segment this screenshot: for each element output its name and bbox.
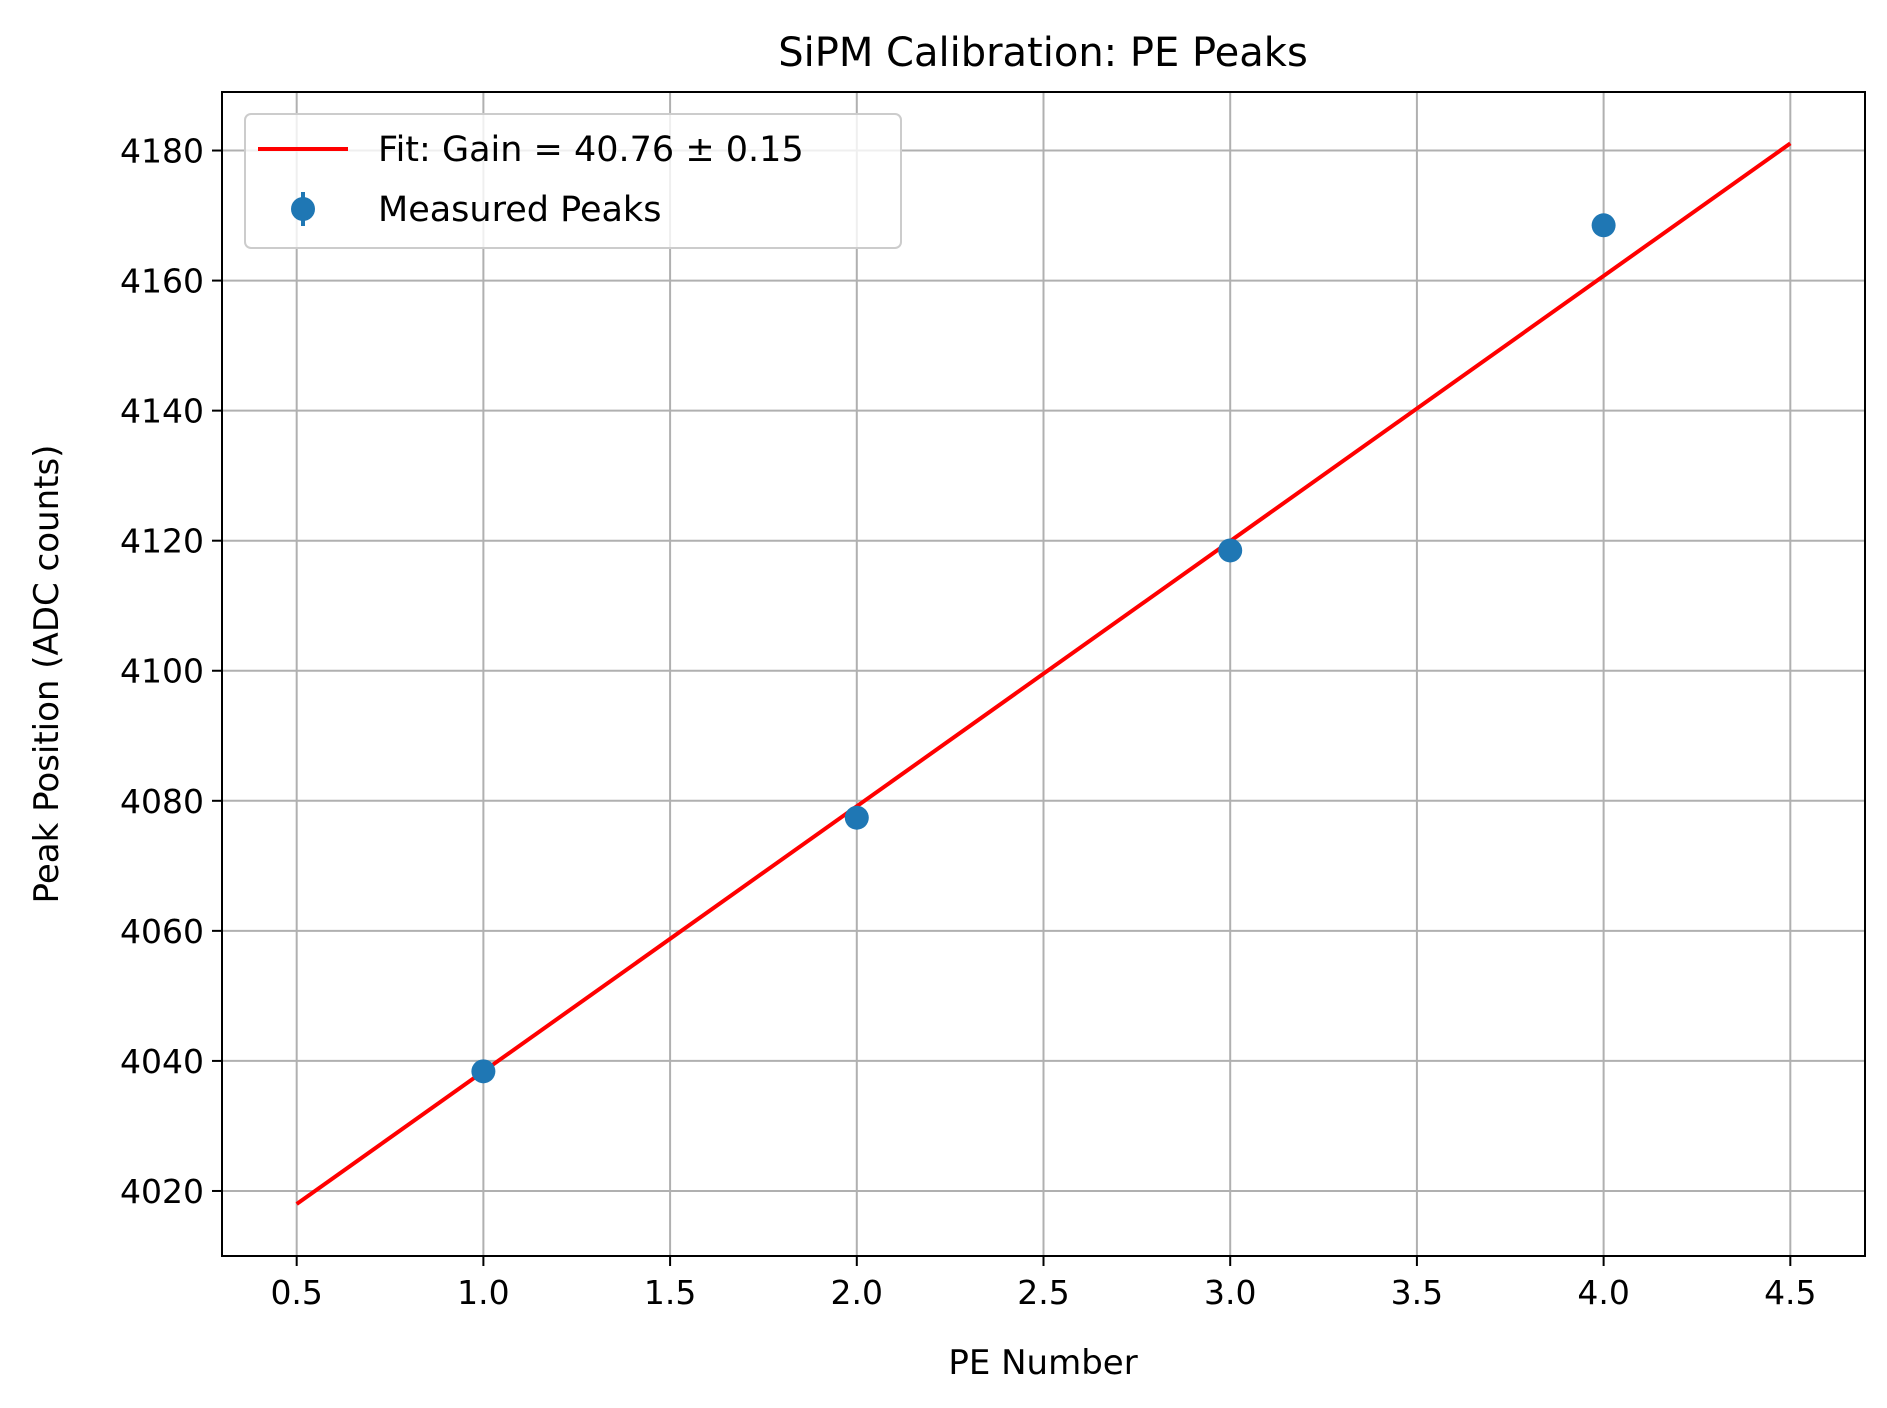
y-tick-label: 4120: [120, 522, 204, 561]
y-axis-title: Peak Position (ADC counts): [27, 445, 67, 904]
y-tick-label: 4020: [120, 1172, 204, 1211]
y-tick-label: 4140: [120, 392, 204, 431]
x-axis-title: PE Number: [948, 1343, 1137, 1383]
y-tick-label: 4040: [120, 1042, 204, 1081]
measured-peak-point: [1218, 538, 1243, 563]
y-tick-label: 4060: [120, 912, 204, 951]
grid: [222, 92, 1865, 1256]
legend: Fit: Gain = 40.76 ± 0.15 Measured Peaks: [244, 113, 902, 249]
ticks: 0.5 1.0 1.5 2.0 2.5 3.0 3.5 4.0 4.5 4020 4040 4060 4…: [120, 132, 1817, 1312]
legend-measured-label: Measured Peaks: [378, 190, 661, 230]
x-tick-label: 2.5: [1017, 1273, 1069, 1312]
fit-line: [295, 141, 1792, 1206]
y-tick-label: 4080: [120, 782, 204, 821]
y-tick-label: 4100: [120, 652, 204, 691]
y-tick-label: 4180: [120, 132, 204, 171]
legend-marker-swatch: [291, 197, 315, 221]
legend-fit-label: Fit: Gain = 40.76 ± 0.15: [378, 130, 804, 170]
legend-box: [244, 113, 902, 249]
measured-peak-point: [471, 1059, 496, 1084]
series-layer: [295, 141, 1792, 1206]
x-tick-label: 1.0: [457, 1273, 509, 1312]
measured-peak-point: [844, 805, 869, 830]
x-tick-label: 4.0: [1577, 1273, 1629, 1312]
chart-title: SiPM Calibration: PE Peaks: [778, 30, 1308, 76]
measured-peak-point: [1591, 213, 1616, 238]
x-tick-label: 2.0: [831, 1273, 883, 1312]
x-tick-label: 0.5: [270, 1273, 322, 1312]
x-tick-label: 3.0: [1204, 1273, 1256, 1312]
x-tick-label: 1.5: [644, 1273, 696, 1312]
x-tick-label: 4.5: [1764, 1273, 1816, 1312]
y-tick-label: 4160: [120, 262, 204, 301]
x-tick-label: 3.5: [1391, 1273, 1443, 1312]
